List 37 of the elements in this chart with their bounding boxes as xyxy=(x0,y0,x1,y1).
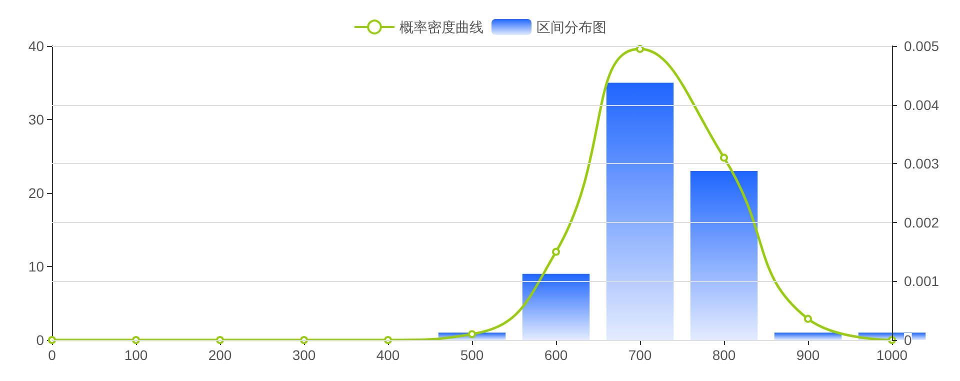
point xyxy=(468,330,476,338)
x-tick-label: 700 xyxy=(628,347,652,363)
x-tick-label: 100 xyxy=(124,347,148,363)
y2-tick-label: 0.005 xyxy=(904,38,940,54)
bar xyxy=(690,170,758,340)
point xyxy=(804,314,812,323)
x-tick-label: 400 xyxy=(376,347,400,363)
point xyxy=(720,154,728,162)
y2-tick-label: 0 xyxy=(904,332,912,348)
y-tick-label: 40 xyxy=(28,38,44,54)
y-tick-label: 30 xyxy=(28,112,44,128)
bar xyxy=(774,332,842,340)
point xyxy=(552,248,560,256)
legend-label: 区间分布图 xyxy=(536,19,606,35)
bar xyxy=(606,82,674,340)
x-tick-label: 600 xyxy=(544,347,568,363)
point xyxy=(384,336,392,344)
x-tick-label: 200 xyxy=(208,347,232,363)
y2-tick-label: 0.002 xyxy=(904,214,940,230)
x-tick-label: 800 xyxy=(712,347,736,363)
y2-tick-label: 0.001 xyxy=(904,273,940,290)
legend-label: 概率密度曲线 xyxy=(400,19,484,35)
point xyxy=(636,44,644,53)
x-tick-label: 0 xyxy=(48,347,56,363)
x-tick-label: 300 xyxy=(292,347,316,363)
point xyxy=(216,336,224,344)
bar xyxy=(522,274,590,340)
x-tick-label: 900 xyxy=(796,347,820,363)
y2-tick-label: 0.003 xyxy=(904,156,940,172)
x-tick-label: 500 xyxy=(460,347,484,363)
x-tick-label: 1000 xyxy=(876,347,908,363)
y2-tick-label: 0.004 xyxy=(904,96,940,113)
point xyxy=(300,336,308,344)
point xyxy=(132,336,140,344)
y-tick-label: 0 xyxy=(36,332,44,348)
y-tick-label: 10 xyxy=(28,258,44,274)
y-tick-label: 20 xyxy=(28,185,44,201)
